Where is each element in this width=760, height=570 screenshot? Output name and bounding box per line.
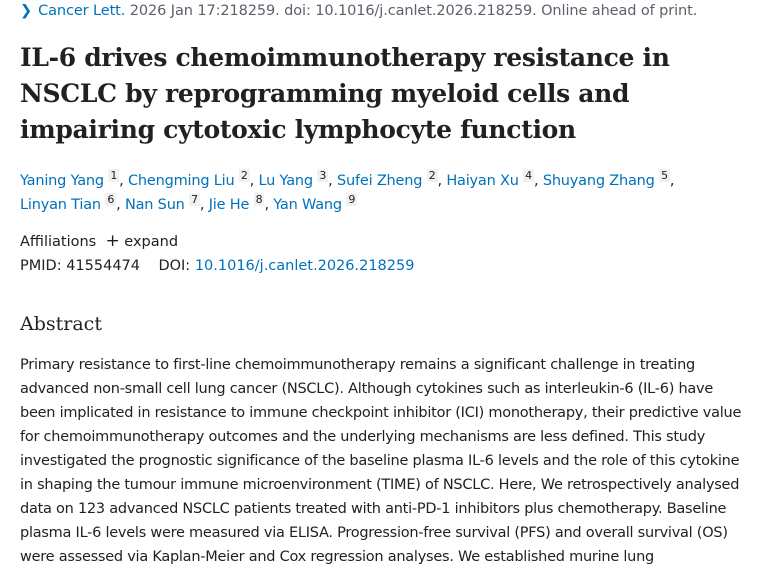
article-title: IL-6 drives chemoimmunotherapy resistanc… (20, 43, 670, 144)
pmid-label: PMID: (20, 258, 62, 274)
author-link[interactable]: Haiyan Xu (446, 173, 519, 189)
citation-details: 2026 Jan 17:218259. doi: 10.1016/j.canle… (125, 3, 698, 19)
expand-button[interactable]: + expand (105, 231, 179, 251)
pmid-value: 41554474 (66, 258, 141, 274)
author-link[interactable]: Nan Sun (124, 197, 185, 213)
affiliation-ref[interactable]: 1 (108, 169, 120, 182)
journal-link[interactable]: Cancer Lett. (38, 3, 126, 19)
abstract-text: Primary resistance to first-line chemoim… (20, 357, 742, 565)
abstract-heading: Abstract (20, 313, 102, 335)
author-link[interactable]: Shuyang Zhang (542, 173, 655, 189)
doi-label: DOI: (158, 258, 191, 274)
author-link[interactable]: Linyan Tian (20, 197, 101, 213)
author-link[interactable]: Jie He (208, 197, 250, 213)
affiliation-ref[interactable]: 9 (346, 193, 358, 206)
author-link[interactable]: Lu Yang (258, 173, 314, 189)
affiliation-ref[interactable]: 2 (238, 169, 250, 182)
doi-link[interactable]: 10.1016/j.canlet.2026.218259 (194, 258, 415, 274)
expand-label: expand (124, 234, 179, 250)
affiliation-ref[interactable]: 7 (189, 193, 200, 206)
citation: ❯ Cancer Lett. 2026 Jan 17:218259. doi: 1… (20, 3, 697, 19)
plus-icon: + (105, 231, 120, 251)
affiliation-ref[interactable]: 2 (426, 169, 438, 182)
affiliation-ref[interactable]: 3 (317, 169, 329, 182)
affiliation-ref[interactable]: 4 (523, 169, 534, 182)
affiliation-ref[interactable]: 8 (253, 193, 265, 206)
affiliations: Affiliations + expand (20, 231, 178, 251)
author-link[interactable]: Chengming Liu (127, 173, 235, 189)
identifiers: PMID: 41554474 DOI: 10.1016/j.canlet.202… (20, 258, 414, 274)
author-link[interactable]: Sufei Zheng (336, 173, 423, 189)
author-link[interactable]: Yaning Yang (20, 173, 104, 189)
affiliation-ref[interactable]: 6 (105, 193, 117, 206)
affiliations-label: Affiliations (20, 234, 97, 250)
chevron-right-icon[interactable]: ❯ (20, 3, 33, 19)
affiliation-ref[interactable]: 5 (659, 169, 670, 182)
author-list: Yaning Yang 1, Chengming Liu 2, Lu Yang … (20, 169, 675, 213)
author-link[interactable]: Yan Wang (273, 197, 342, 213)
